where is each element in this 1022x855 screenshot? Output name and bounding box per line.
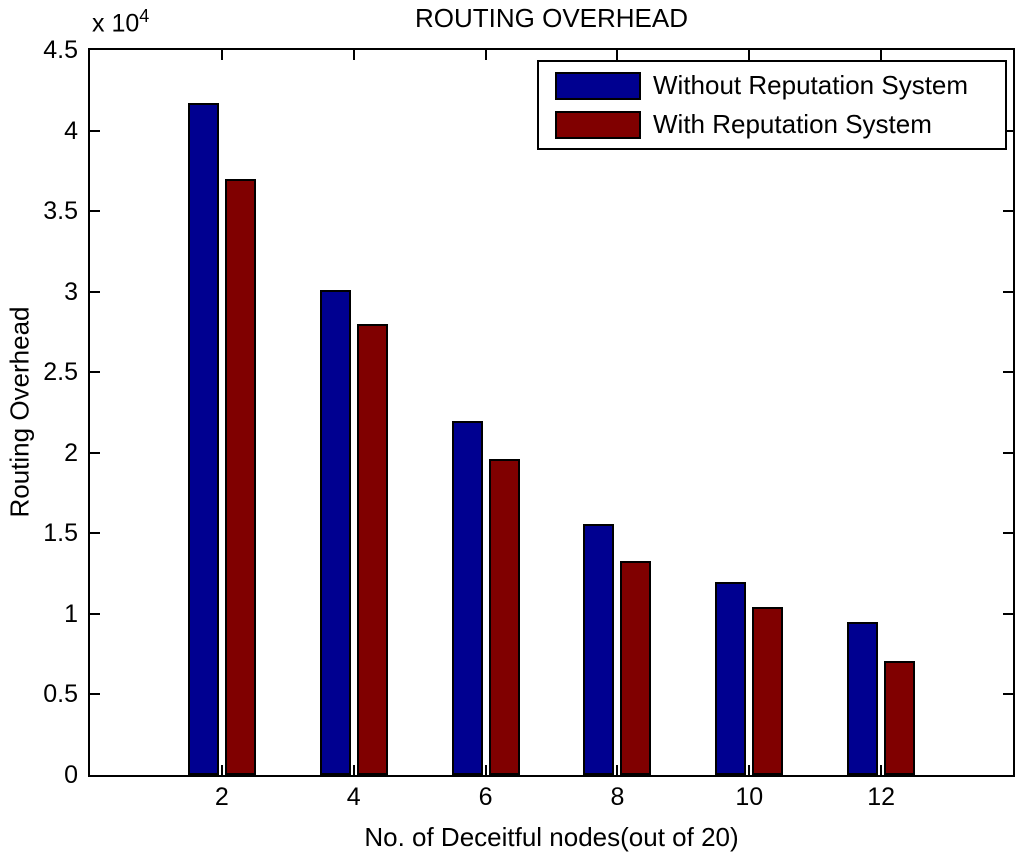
x-tick-bottom (880, 765, 883, 775)
legend-item-without-reputation: Without Reputation System (539, 70, 1005, 101)
y-tick-right (1003, 451, 1013, 454)
y-tick-right (1003, 290, 1013, 293)
y-tick-left (90, 532, 100, 535)
y-tick-left (90, 129, 100, 132)
x-tick-top (880, 50, 883, 60)
y-axis-label: Routing Overhead (4, 306, 35, 518)
y-tick-left (90, 290, 100, 293)
y-tick-right (1003, 612, 1013, 615)
y-tick-label: 0.5 (43, 680, 78, 709)
bar-without-reputation (187, 103, 219, 775)
y-axis-multiplier: x 104 (92, 6, 149, 38)
y-tick-right (1003, 532, 1013, 535)
legend: Without Reputation System With Reputatio… (537, 60, 1007, 150)
bar-without-reputation (583, 523, 615, 775)
y-tick-right (1003, 129, 1013, 132)
legend-swatch (555, 71, 641, 100)
x-tick-top (220, 50, 223, 60)
y-tick-label: 0 (64, 761, 78, 789)
bar-with-reputation (356, 323, 388, 775)
y-tick-right (1003, 693, 1013, 696)
chart-title: ROUTING OVERHEAD (414, 3, 689, 33)
y-axis-multiplier-exponent: 4 (139, 6, 150, 26)
plot-area (88, 48, 1015, 777)
x-tick-label: 12 (867, 783, 896, 811)
y-tick-right (1003, 210, 1013, 213)
y-tick-label: 3 (64, 277, 78, 306)
legend-swatch (555, 110, 641, 139)
x-tick-top (616, 50, 619, 60)
x-tick-label: 8 (610, 783, 625, 811)
x-tick-top (352, 50, 355, 60)
legend-item-with-reputation: With Reputation System (539, 109, 1005, 140)
x-tick-label: 10 (735, 783, 764, 811)
y-tick-left (90, 210, 100, 213)
bar-with-reputation (224, 178, 256, 775)
y-tick-label: 4 (64, 116, 78, 145)
bar-with-reputation (620, 560, 652, 775)
x-tick-bottom (748, 765, 751, 775)
y-axis-multiplier-base: x 10 (92, 9, 140, 38)
y-tick-left (90, 371, 100, 374)
bar-with-reputation (488, 459, 520, 775)
y-tick-right (1003, 371, 1013, 374)
bar-without-reputation (319, 290, 351, 775)
x-tick-top (484, 50, 487, 60)
x-tick-label: 2 (214, 783, 229, 811)
bar-with-reputation (752, 607, 784, 775)
x-tick-bottom (352, 765, 355, 775)
x-axis-label: No. of Deceitful nodes(out of 20) (364, 822, 739, 852)
y-tick-left (90, 693, 100, 696)
x-tick-bottom (484, 765, 487, 775)
x-tick-bottom (616, 765, 619, 775)
y-tick-label: 3.5 (43, 197, 78, 226)
bar-without-reputation (451, 420, 483, 775)
y-tick-left (90, 612, 100, 615)
x-tick-label: 4 (346, 783, 361, 811)
y-tick-label: 2.5 (43, 358, 78, 387)
y-tick-left (90, 451, 100, 454)
bar-without-reputation (715, 581, 747, 775)
y-tick-label: 1.5 (43, 519, 78, 548)
legend-label: Without Reputation System (653, 70, 969, 100)
y-tick-label: 1 (64, 599, 78, 628)
x-tick-label: 6 (478, 783, 493, 811)
x-tick-top (748, 50, 751, 60)
x-tick-bottom (220, 765, 223, 775)
bar-with-reputation (884, 660, 916, 775)
legend-label: With Reputation System (653, 109, 932, 139)
bar-without-reputation (847, 621, 879, 775)
y-tick-label: 2 (64, 438, 78, 467)
y-tick-label: 4.5 (43, 36, 78, 64)
